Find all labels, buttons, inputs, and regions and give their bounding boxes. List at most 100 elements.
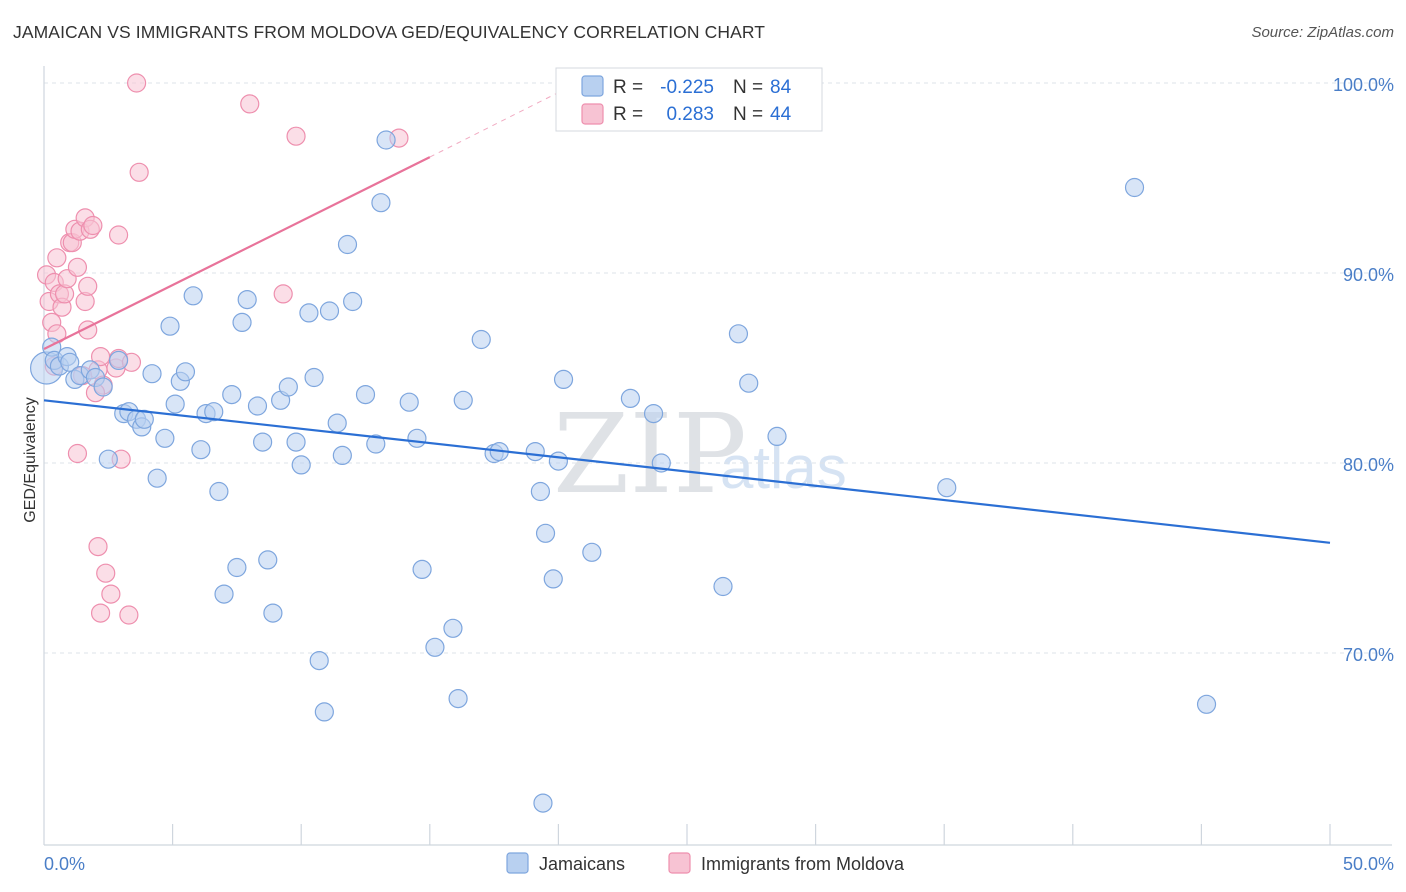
jamaicans-trend-line xyxy=(43,399,1331,544)
source-credit: Source: ZipAtlas.com xyxy=(1251,24,1394,41)
jamaican-point-32 xyxy=(227,557,247,578)
moldova-point-25 xyxy=(90,603,111,623)
y-axis-label: GED/Equivalency xyxy=(22,397,39,522)
jamaican-point-58 xyxy=(412,559,432,580)
jamaican-point-78 xyxy=(728,324,749,344)
jamaican-point-54 xyxy=(371,193,391,213)
jamaican-point-44 xyxy=(304,367,324,388)
jamaican-point-26 xyxy=(191,440,211,460)
jamaican-point-75 xyxy=(643,404,664,424)
jamaican-point-42 xyxy=(291,455,311,475)
jamaican-point-52 xyxy=(355,385,376,405)
jamaican-point-37 xyxy=(258,550,278,570)
jamaican-point-17 xyxy=(134,409,154,429)
jamaican-point-57 xyxy=(407,428,427,448)
jamaican-point-41 xyxy=(286,432,306,452)
y-tick-label-90: 90.0% xyxy=(1343,265,1394,285)
jamaican-point-33 xyxy=(232,312,252,332)
jamaican-point-40 xyxy=(278,377,298,397)
jamaican-point-56 xyxy=(399,392,419,412)
x-tick-label-0: 0.0% xyxy=(44,854,85,874)
moldova-point-39 xyxy=(90,347,111,367)
moldova-point-19 xyxy=(78,276,98,296)
legend-moldova-label: Immigrants from Moldova xyxy=(701,854,905,874)
jamaican-point-72 xyxy=(553,369,574,389)
jamaican-point-80 xyxy=(767,426,787,446)
jamaican-point-73 xyxy=(582,542,602,562)
jamaican-point-63 xyxy=(471,329,491,350)
moldova-point-33 xyxy=(126,73,147,93)
moldova-point-29 xyxy=(108,225,129,245)
jamaican-point-70 xyxy=(533,793,553,813)
jamaican-point-11 xyxy=(98,449,118,469)
x-tick-label-1: 50.0% xyxy=(1343,854,1394,874)
jamaican-point-35 xyxy=(247,396,268,416)
x-axis-ticks xyxy=(172,824,1331,845)
moldova-point-21 xyxy=(83,215,103,236)
legend-moldova-swatch xyxy=(668,852,691,874)
jamaican-point-43 xyxy=(299,303,319,323)
jamaican-point-12 xyxy=(108,350,129,370)
moldova-point-37 xyxy=(286,126,306,146)
stats-blue-n-label: N = xyxy=(733,77,763,98)
stats-pink-r-label: R = xyxy=(613,104,643,125)
y-axis-ticks: 70.0% 80.0% 90.0% 100.0% xyxy=(1333,75,1394,665)
moldova-point-26 xyxy=(96,563,116,583)
jamaican-point-22 xyxy=(165,394,185,414)
stats-pink-swatch xyxy=(581,103,604,125)
jamaican-point-61 xyxy=(448,688,468,709)
trend-lines xyxy=(43,92,1331,544)
stats-blue-swatch xyxy=(581,75,604,97)
moldova-point-13 xyxy=(67,257,88,277)
stats-pink-n-value: 44 xyxy=(770,104,792,125)
legend-jamaicans-swatch xyxy=(506,852,529,874)
jamaican-point-18 xyxy=(142,364,162,384)
jamaican-point-67 xyxy=(530,481,550,502)
stats-blue-r-label: R = xyxy=(613,77,643,98)
jamaican-point-31 xyxy=(222,385,242,405)
moldova-point-24 xyxy=(88,536,108,557)
jamaican-point-48 xyxy=(327,413,347,433)
jamaican-point-77 xyxy=(713,576,733,597)
jamaican-point-46 xyxy=(314,702,334,722)
jamaican-point-79 xyxy=(739,373,759,393)
jamaican-point-21 xyxy=(160,316,180,336)
chart-title: JAMAICAN VS IMMIGRANTS FROM MOLDOVA GED/… xyxy=(13,22,766,42)
moldova-trend-line xyxy=(43,156,431,350)
jamaican-point-19 xyxy=(147,468,167,488)
jamaican-point-29 xyxy=(209,481,229,502)
y-tick-label-80: 80.0% xyxy=(1343,455,1394,475)
jamaican-point-74 xyxy=(620,388,641,408)
bottom-legend: Jamaicans Immigrants from Moldova xyxy=(506,852,905,874)
stats-pink-r-value: 0.283 xyxy=(666,104,714,125)
watermark-atlas: atlas xyxy=(720,434,847,501)
jamaican-point-24 xyxy=(175,362,196,382)
jamaican-point-20 xyxy=(155,428,175,448)
jamaican-point-45 xyxy=(309,650,329,671)
jamaican-point-38 xyxy=(263,603,283,623)
jamaican-point-50 xyxy=(337,234,358,255)
jamaican-point-60 xyxy=(443,618,463,638)
moldova-point-15 xyxy=(67,443,88,464)
moldova-point-27 xyxy=(101,584,121,604)
moldova-point-4 xyxy=(47,248,67,268)
moldova-trend-extension xyxy=(429,92,559,158)
jamaican-point-30 xyxy=(214,584,234,604)
jamaican-point-25 xyxy=(183,286,203,306)
jamaican-point-49 xyxy=(332,445,352,465)
moldova-points xyxy=(36,73,409,625)
jamaican-point-71 xyxy=(548,451,569,471)
legend-jamaicans-label: Jamaicans xyxy=(539,854,625,874)
jamaican-point-83 xyxy=(1196,694,1217,714)
stats-legend-box: R = -0.225 N = 84 R = 0.283 N = 44 xyxy=(555,67,823,132)
jamaican-point-69 xyxy=(543,569,563,589)
jamaican-point-55 xyxy=(376,130,396,150)
stats-blue-r-value: -0.225 xyxy=(660,77,714,98)
moldova-point-35 xyxy=(240,94,260,114)
jamaican-point-68 xyxy=(535,523,556,543)
jamaican-point-28 xyxy=(204,402,224,422)
jamaican-point-10 xyxy=(93,377,113,397)
jamaican-point-53 xyxy=(366,434,386,454)
y-tick-label-70: 70.0% xyxy=(1343,645,1394,665)
